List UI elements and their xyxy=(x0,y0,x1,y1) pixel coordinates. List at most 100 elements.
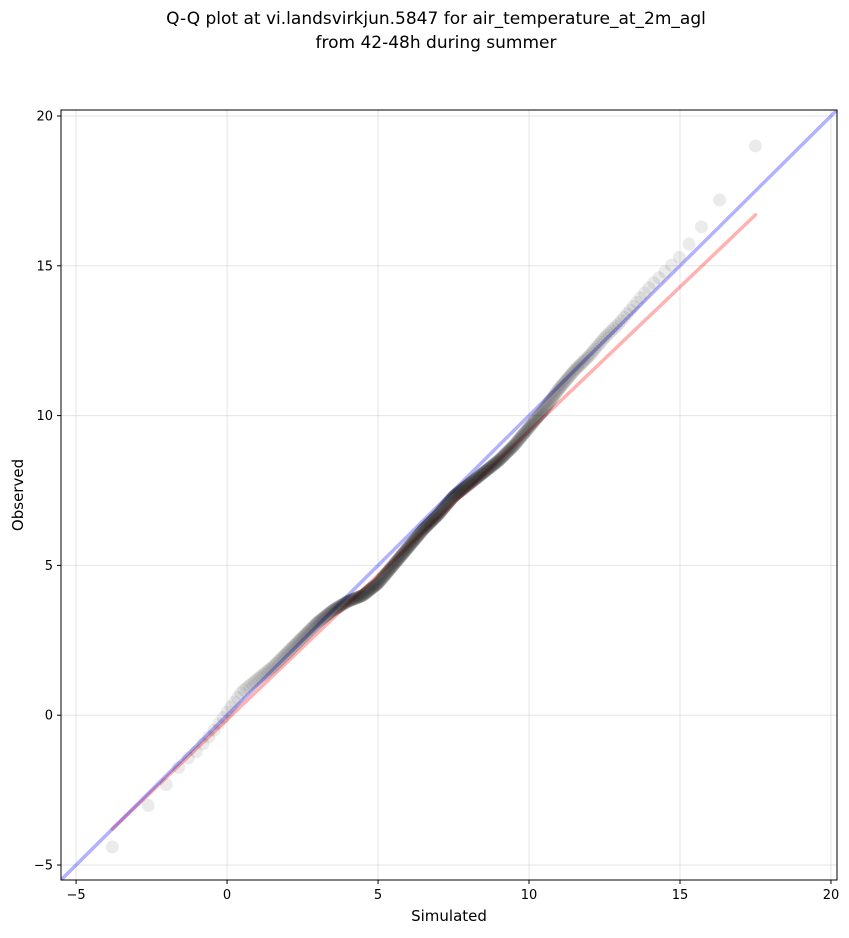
data-point xyxy=(541,397,555,411)
data-point xyxy=(355,589,369,603)
data-point xyxy=(399,543,413,557)
y-tick-label: 0 xyxy=(45,709,53,724)
data-point xyxy=(569,362,583,376)
data-point xyxy=(368,579,382,593)
data-point xyxy=(390,554,404,568)
data-point xyxy=(297,629,311,643)
data-point xyxy=(491,454,505,468)
data-point xyxy=(294,632,308,646)
data-point xyxy=(546,391,560,405)
data-point xyxy=(489,456,503,470)
data-point xyxy=(550,385,564,399)
data-point xyxy=(394,549,408,563)
data-point xyxy=(540,398,554,412)
data-point xyxy=(347,592,361,606)
data-point xyxy=(492,454,506,468)
data-point xyxy=(451,486,465,500)
data-point xyxy=(385,560,399,574)
data-point xyxy=(490,455,504,469)
data-point xyxy=(207,723,221,737)
data-point xyxy=(405,536,419,550)
data-point xyxy=(470,471,484,485)
data-point xyxy=(588,342,602,356)
data-point xyxy=(377,569,391,583)
x-tick-label: 5 xyxy=(374,888,382,903)
data-point xyxy=(392,551,406,565)
data-point xyxy=(404,538,418,552)
data-point xyxy=(401,540,415,554)
y-tick-label: 20 xyxy=(36,109,53,124)
data-point xyxy=(375,572,389,586)
data-point xyxy=(300,626,314,640)
data-point xyxy=(604,324,618,338)
data-point xyxy=(438,500,452,514)
data-point xyxy=(370,577,384,591)
y-axis-label: Observed xyxy=(9,459,27,531)
data-point xyxy=(531,410,545,424)
data-point xyxy=(437,501,451,515)
data-point xyxy=(465,475,479,489)
data-point xyxy=(483,460,497,474)
data-point xyxy=(302,624,316,638)
data-point xyxy=(391,553,405,567)
data-point xyxy=(355,589,369,603)
data-point xyxy=(430,509,444,523)
data-point xyxy=(614,314,628,328)
data-point xyxy=(518,426,532,440)
data-point xyxy=(493,452,507,466)
data-point xyxy=(303,623,317,637)
data-point xyxy=(342,594,356,608)
data-point xyxy=(519,424,533,438)
data-point xyxy=(327,603,341,617)
data-point xyxy=(431,508,445,522)
data-point xyxy=(516,428,530,442)
data-point xyxy=(563,369,577,383)
data-point xyxy=(220,705,234,719)
data-point xyxy=(505,441,519,455)
data-point xyxy=(515,429,529,443)
data-point xyxy=(401,541,415,555)
data-point xyxy=(499,446,513,460)
data-point xyxy=(356,588,370,602)
data-point xyxy=(322,606,336,620)
data-point xyxy=(317,610,331,624)
data-point xyxy=(485,459,499,473)
data-point xyxy=(359,586,373,600)
data-point xyxy=(446,490,460,504)
data-point xyxy=(416,523,430,537)
data-point xyxy=(600,328,614,342)
data-point xyxy=(485,459,499,473)
data-point xyxy=(406,535,420,549)
data-point xyxy=(554,379,568,393)
data-point xyxy=(464,476,478,490)
data-point xyxy=(360,585,374,599)
data-point xyxy=(475,467,489,481)
data-point xyxy=(592,338,606,352)
data-point xyxy=(369,578,383,592)
data-point xyxy=(504,441,518,455)
data-point xyxy=(487,457,501,471)
data-point xyxy=(352,590,366,604)
data-point xyxy=(376,571,390,585)
data-point xyxy=(483,461,497,475)
data-point xyxy=(326,603,340,617)
data-point xyxy=(362,583,376,597)
data-point xyxy=(280,645,294,659)
data-point xyxy=(458,481,472,495)
data-point xyxy=(393,551,407,565)
data-point xyxy=(392,552,406,566)
data-point xyxy=(462,477,476,491)
data-point xyxy=(427,512,441,526)
data-point xyxy=(412,528,426,542)
data-point xyxy=(364,582,378,596)
data-point xyxy=(445,491,459,505)
data-point xyxy=(571,360,585,374)
data-point xyxy=(476,466,490,480)
data-point xyxy=(508,438,522,452)
data-point xyxy=(414,525,428,539)
data-point xyxy=(460,479,474,493)
data-point xyxy=(417,522,431,536)
data-point xyxy=(428,511,442,525)
data-point xyxy=(369,578,383,592)
data-point xyxy=(447,489,461,503)
